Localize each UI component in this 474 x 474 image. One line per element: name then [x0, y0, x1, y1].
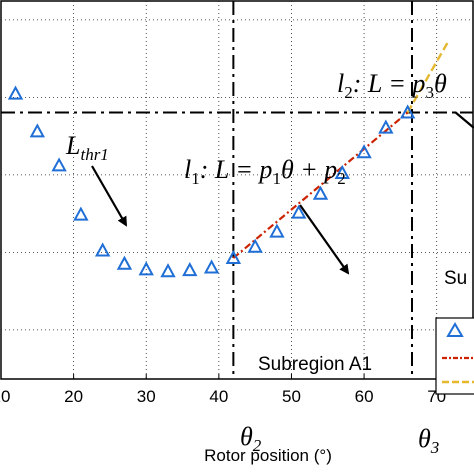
- data-point: [182, 262, 198, 277]
- x-axis-label: Rotor position (°): [204, 446, 332, 465]
- label-subregion-a1: Subregion A1: [258, 354, 372, 375]
- x-tick-label: 10: [0, 387, 10, 406]
- x-tick-label: 30: [137, 387, 156, 406]
- data-point: [51, 157, 67, 172]
- arrow-l2: [454, 111, 474, 129]
- legend-triangle-marker: [446, 322, 464, 337]
- label-l2-equation: l2: L = p3θ: [337, 69, 447, 102]
- plot-frame: [0, 0, 474, 380]
- data-point: [203, 259, 220, 274]
- arrow-lthr: [91, 165, 127, 227]
- legend: [435, 317, 474, 395]
- label-l1-equation: l1: L = p1θ + p2: [184, 155, 346, 188]
- data-point: [73, 206, 89, 221]
- arrow-l1: [299, 204, 350, 275]
- x-tick-label: 20: [64, 387, 83, 406]
- data-point: [160, 263, 176, 278]
- data-point: [225, 249, 242, 265]
- fit-line-l2: [406, 41, 449, 114]
- label-subregion-partial: Su: [444, 268, 467, 289]
- x-tick-label: 40: [209, 387, 228, 406]
- data-point: [291, 204, 307, 219]
- data-point: [378, 119, 394, 134]
- data-point: [399, 104, 416, 119]
- data-point: [94, 242, 111, 257]
- data-point: [116, 255, 133, 270]
- data-point: [247, 238, 263, 253]
- x-tick-label: 60: [355, 387, 374, 406]
- x-tick-label: 50: [282, 387, 301, 406]
- data-point: [138, 261, 154, 276]
- data-markers: [7, 85, 416, 278]
- data-point: [29, 123, 45, 138]
- data-point: [334, 164, 350, 179]
- label-theta2: θ2: [240, 422, 262, 455]
- data-point: [269, 223, 285, 238]
- data-point: [356, 144, 372, 159]
- grid: [1, 1, 473, 379]
- fit-line-l1: [232, 111, 409, 259]
- data-point: [7, 85, 24, 100]
- data-point: [312, 185, 329, 200]
- label-theta3: θ3: [418, 424, 439, 457]
- label-lthr1: Lthr1: [65, 131, 109, 164]
